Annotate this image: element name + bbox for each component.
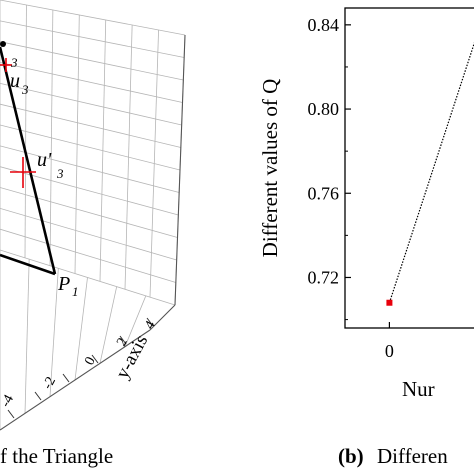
y-axis-tick (146, 317, 154, 327)
left-caption: f the Triangle (0, 444, 113, 468)
chart-y-axis-label: Different values of Q (258, 79, 282, 258)
grid-line (0, 145, 180, 193)
u3-prime-marker (10, 157, 36, 188)
grid-line (0, 0, 186, 36)
p1-label-subscript: 1 (72, 284, 79, 299)
series-line (388, 42, 474, 303)
y-axis-tick (62, 373, 70, 383)
x-tick-label: 0 (385, 341, 394, 361)
y-axis-tick-label: 4 (142, 319, 159, 332)
y-axis-tick-label: -2 (40, 375, 59, 392)
vertex-marker (0, 41, 6, 47)
box-grid (0, 0, 186, 431)
grid-line (0, 124, 181, 171)
grid-line (24, 259, 30, 414)
right-chart-panel: 0.720.760.800.84 01 Different values of … (258, 7, 474, 468)
grid-line (0, 228, 176, 283)
data-point-marker (386, 299, 393, 306)
left-3d-panel: 4 2 0 -2 -4 y-axis 3 u 3 u' 3 P 1 f the … (0, 0, 186, 468)
grid-line (0, 62, 183, 103)
grid-line (0, 166, 179, 216)
triangle-edge (0, 46, 57, 275)
plot-frame (344, 7, 474, 329)
u3-label: u (10, 70, 20, 92)
chart-y-ticks: 0.72 0.76 0.80 0.84 (308, 15, 351, 321)
y-tick-label: 0.80 (308, 99, 340, 119)
box-edge (0, 329, 151, 431)
u3-prime-top-marker (0, 58, 12, 72)
grid-line (0, 187, 178, 238)
grid-line (49, 268, 59, 397)
y-tick-label: 0.84 (308, 15, 340, 35)
grid-line (0, 103, 181, 148)
y-axis-tick (119, 335, 127, 345)
grid-line (0, 82, 182, 126)
chart-x-axis-label: Nur (402, 377, 435, 401)
right-caption-text: Differen (377, 444, 448, 468)
y-axis-ticks (7, 317, 154, 419)
y-axis-tick (91, 354, 99, 364)
y-axis-tick (7, 409, 15, 419)
u3-prime-label-subscript: 3 (56, 166, 64, 181)
y-axis-tick-label: 0 (82, 355, 99, 368)
grid-line (0, 207, 177, 261)
grid-line (74, 277, 88, 381)
chart-series (386, 42, 474, 306)
u3-prime-top-label: 3 (10, 55, 18, 70)
grid-line (124, 295, 147, 347)
grid-line (99, 286, 118, 364)
y-tick-label: 0.72 (308, 267, 340, 287)
box-edge (174, 34, 186, 306)
grid-line (0, 20, 185, 58)
p1-label: P (57, 273, 70, 295)
u3-label-subscript: 3 (21, 82, 29, 97)
triangle-edge (0, 253, 56, 276)
right-caption-prefix: (b) (338, 444, 364, 468)
grid-line (0, 41, 184, 81)
box-edge (149, 304, 176, 331)
y-axis-tick-label: -4 (0, 393, 17, 410)
y-axis-tick (34, 391, 42, 401)
u3-prime-label: u' (37, 149, 52, 171)
y-tick-label: 0.76 (308, 183, 340, 203)
